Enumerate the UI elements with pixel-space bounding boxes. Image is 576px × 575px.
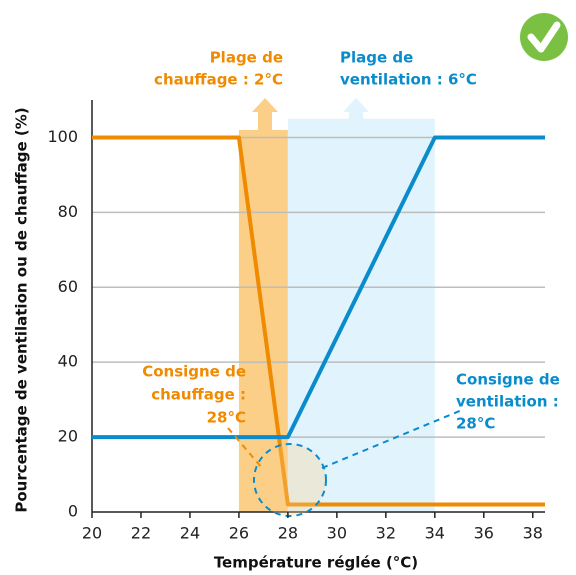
annotation: ventilation :: [456, 393, 559, 411]
annotation: Consigne de: [456, 371, 560, 389]
x-tick-label: 30: [327, 524, 347, 543]
leader: [227, 427, 263, 469]
x-tick-label: 36: [474, 524, 494, 543]
line: [92, 135, 545, 507]
y-tick-label: 20: [58, 427, 78, 446]
x-tick-label: 34: [425, 524, 445, 543]
y-tick-label: 80: [58, 202, 78, 221]
x-tick-label: 28: [278, 524, 298, 543]
annotation: chauffage :: [151, 386, 246, 404]
y-axis-label: Pourcentage de ventilation ou de chauffa…: [13, 107, 31, 512]
check-icon: [520, 13, 568, 61]
annotation: Consigne de: [142, 363, 246, 381]
x-tick-label: 22: [131, 524, 151, 543]
annotation: Plage de: [210, 49, 283, 67]
annotation: 28°C: [207, 409, 246, 427]
y-tick-label: 60: [58, 277, 78, 296]
leader: [321, 409, 463, 469]
x-tick-label: 20: [82, 524, 102, 543]
y-tick-label: 100: [47, 127, 78, 146]
callout-circle: [253, 443, 327, 517]
line: [92, 135, 545, 440]
series: [92, 135, 545, 507]
annotation: chauffage : 2°C: [154, 71, 283, 89]
x-tick-label: 32: [376, 524, 396, 543]
arrow: [252, 98, 278, 132]
x-tick-label: 38: [523, 524, 543, 543]
y-tick-label: 0: [68, 502, 78, 521]
y-tick-label: 40: [58, 352, 78, 371]
x-tick-label: 26: [229, 524, 249, 543]
check-mark: [527, 21, 561, 53]
annotation: ventilation : 6°C: [340, 71, 477, 89]
x-axis-label: Température réglée (°C): [214, 554, 418, 572]
arrow: [343, 98, 369, 120]
annotation: Plage de: [340, 49, 413, 67]
annotation: 28°C: [456, 415, 495, 433]
x-tick-label: 24: [180, 524, 200, 543]
